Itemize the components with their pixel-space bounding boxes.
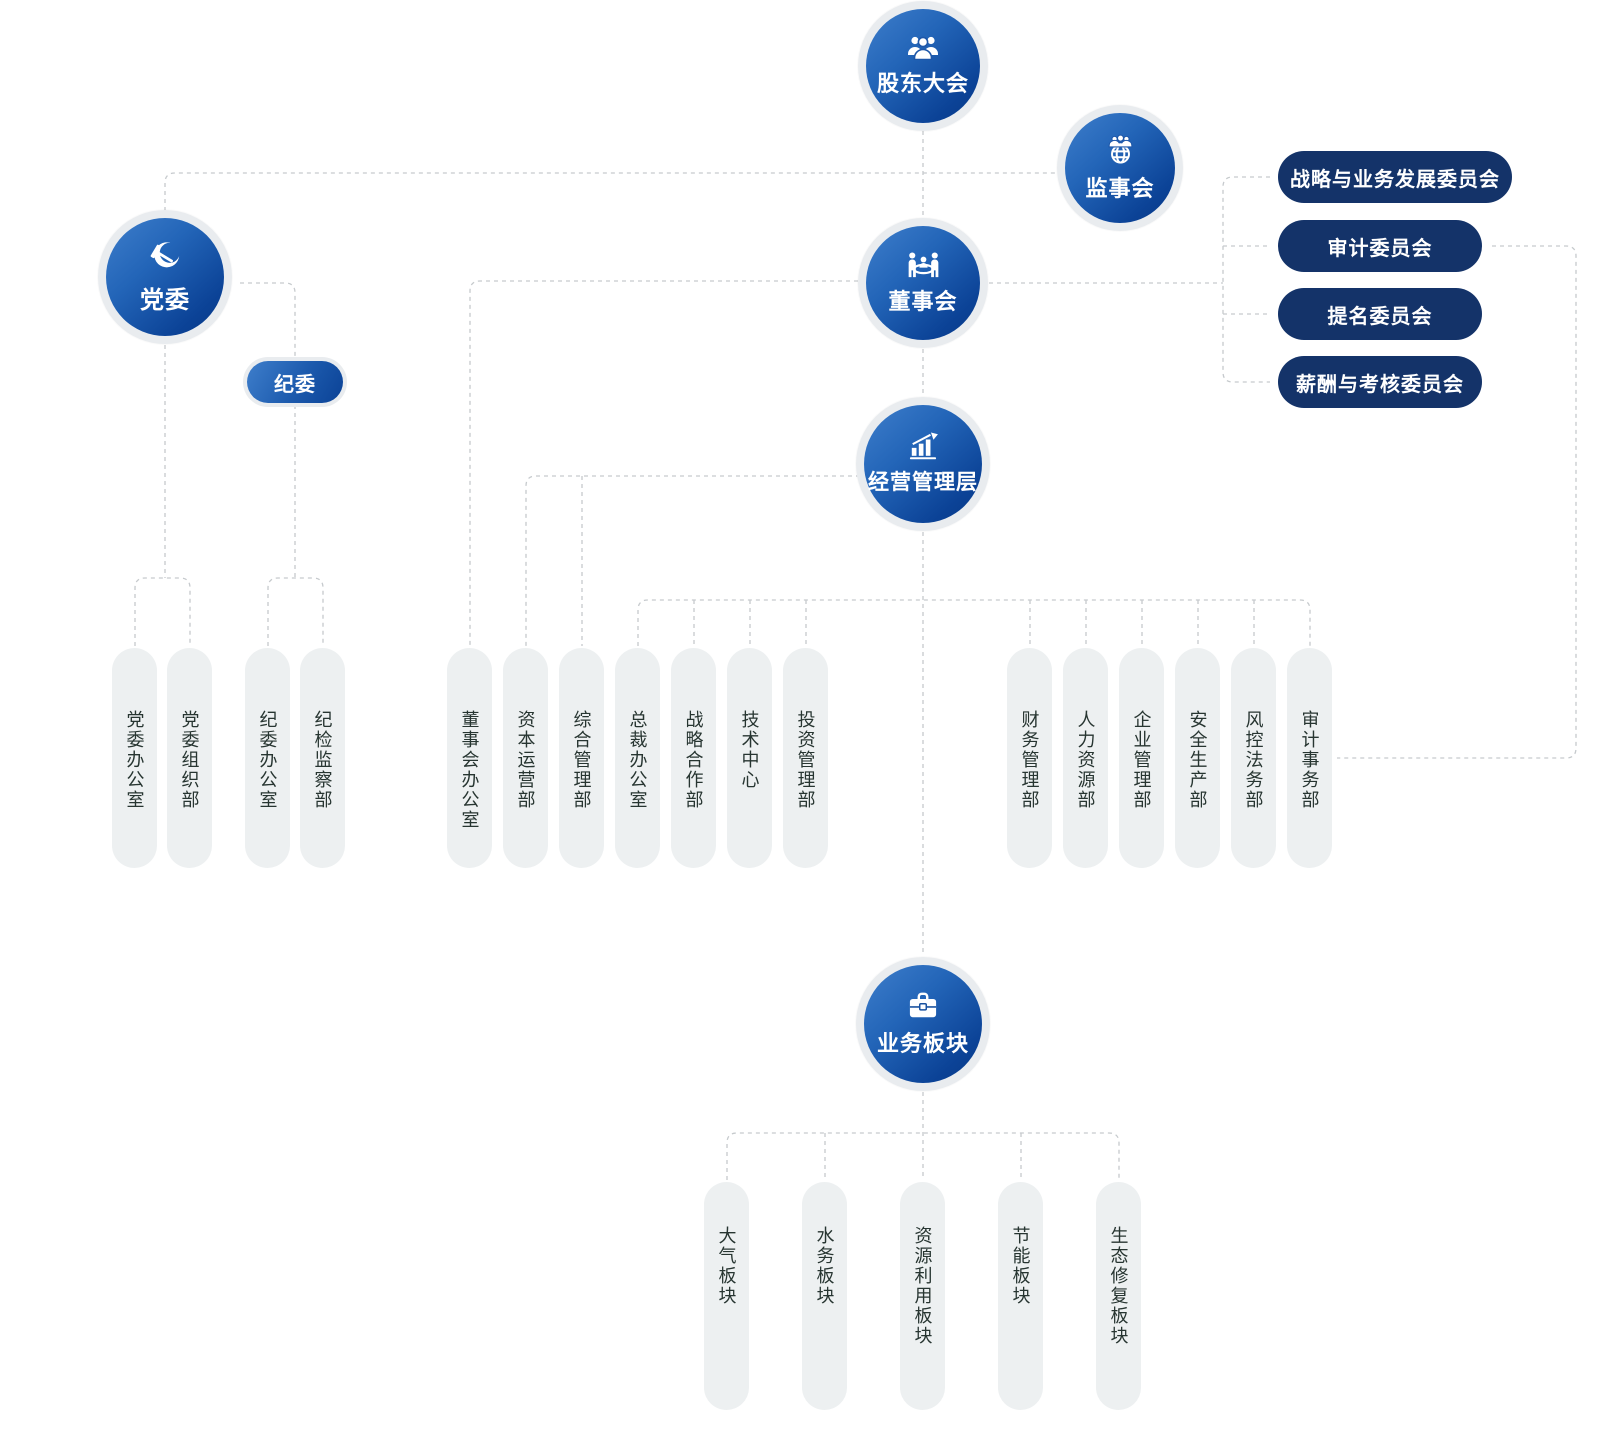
- dept-pill-board-office: 董事会办公室: [447, 648, 492, 868]
- bar-chart-arrow-icon: [907, 432, 939, 460]
- dept-pill-discipline-inspection: 纪检监察部: [300, 648, 345, 868]
- segment-pill-energy-saving: 节能板块: [998, 1182, 1043, 1410]
- briefcase-icon: [907, 991, 939, 1020]
- segment-pill-ecological-restoration: 生态修复板块: [1096, 1182, 1141, 1410]
- node-supervisory-board: 监事会: [1065, 113, 1175, 223]
- node-business-segments: 业务板块: [864, 965, 982, 1083]
- node-management-level: 经营管理层: [864, 405, 982, 523]
- dept-label: 战略合作部: [683, 710, 704, 810]
- dept-label: 技术中心: [739, 710, 760, 790]
- node-label: 党委: [140, 286, 190, 314]
- dept-label: 人力资源部: [1075, 710, 1096, 810]
- dept-label: 纪委办公室: [257, 710, 278, 810]
- dept-label: 风控法务部: [1243, 710, 1264, 810]
- segment-pill-atmosphere: 大气板块: [704, 1182, 749, 1410]
- segment-pill-water: 水务板块: [802, 1182, 847, 1410]
- committee-pill-remuneration-appraisal: 薪酬与考核委员会: [1278, 356, 1482, 408]
- dept-pill-party-office: 党委办公室: [112, 648, 157, 868]
- node-party-committee: 党委: [106, 218, 224, 336]
- committee-label: 提名委员会: [1327, 305, 1433, 328]
- segment-pill-resource-utilization: 资源利用板块: [900, 1182, 945, 1410]
- dept-label: 企业管理部: [1131, 710, 1152, 810]
- node-label: 纪委: [274, 373, 316, 396]
- segment-label: 生态修复板块: [1108, 1226, 1129, 1346]
- node-label: 业务板块: [876, 1030, 969, 1056]
- dept-label: 党委办公室: [124, 710, 145, 810]
- node-label: 监事会: [1085, 175, 1155, 201]
- segment-label: 资源利用板块: [912, 1226, 933, 1346]
- dept-label: 党委组织部: [179, 710, 200, 810]
- node-label: 股东大会: [876, 71, 969, 96]
- dept-pill-finance: 财务管理部: [1007, 648, 1052, 868]
- dept-pill-president-office: 总裁办公室: [615, 648, 660, 868]
- node-label: 经营管理层: [868, 471, 978, 494]
- node-label: 董事会: [888, 288, 958, 314]
- dept-pill-general-management: 综合管理部: [559, 648, 604, 868]
- dept-pill-capital-operation: 资本运营部: [503, 648, 548, 868]
- node-board-of-directors: 董事会: [866, 226, 980, 340]
- committee-label: 审计委员会: [1327, 237, 1433, 260]
- committee-pill-audit: 审计委员会: [1278, 220, 1482, 272]
- dept-label: 资本运营部: [515, 710, 536, 810]
- segment-label: 节能板块: [1010, 1226, 1031, 1306]
- committee-label: 战略与业务发展委员会: [1290, 168, 1500, 191]
- dept-pill-risk-legal: 风控法务部: [1231, 648, 1276, 868]
- segment-label: 水务板块: [814, 1226, 835, 1306]
- dept-label: 纪检监察部: [312, 710, 333, 810]
- dept-label: 投资管理部: [795, 710, 816, 810]
- hammer-sickle-icon: [144, 236, 185, 277]
- committee-pill-nomination: 提名委员会: [1278, 288, 1482, 340]
- dept-pill-party-organization: 党委组织部: [167, 648, 212, 868]
- dept-pill-technology-center: 技术中心: [727, 648, 772, 868]
- node-discipline-committee: 纪委: [247, 361, 343, 403]
- committee-label: 薪酬与考核委员会: [1296, 373, 1464, 396]
- users-group-icon: [906, 34, 940, 61]
- dept-label: 综合管理部: [571, 710, 592, 810]
- dept-label: 总裁办公室: [627, 710, 648, 810]
- dept-pill-audit-affairs: 审计事务部: [1287, 648, 1332, 868]
- dept-label: 财务管理部: [1019, 710, 1040, 810]
- dept-pill-safety-production: 安全生产部: [1175, 648, 1220, 868]
- dept-pill-enterprise-management: 企业管理部: [1119, 648, 1164, 868]
- dept-pill-discipline-office: 纪委办公室: [245, 648, 290, 868]
- committee-pill-strategy-business-development: 战略与业务发展委员会: [1278, 151, 1512, 203]
- segment-label: 大气板块: [716, 1226, 737, 1306]
- dept-pill-strategic-cooperation: 战略合作部: [671, 648, 716, 868]
- dept-pill-investment-management: 投资管理部: [783, 648, 828, 868]
- dept-pill-human-resources: 人力资源部: [1063, 648, 1108, 868]
- globe-users-icon: [1105, 134, 1136, 165]
- dept-label: 安全生产部: [1187, 710, 1208, 810]
- meeting-icon: [905, 251, 942, 278]
- dept-label: 审计事务部: [1299, 710, 1320, 810]
- dept-label: 董事会办公室: [459, 710, 480, 830]
- node-shareholders-meeting: 股东大会: [866, 9, 980, 123]
